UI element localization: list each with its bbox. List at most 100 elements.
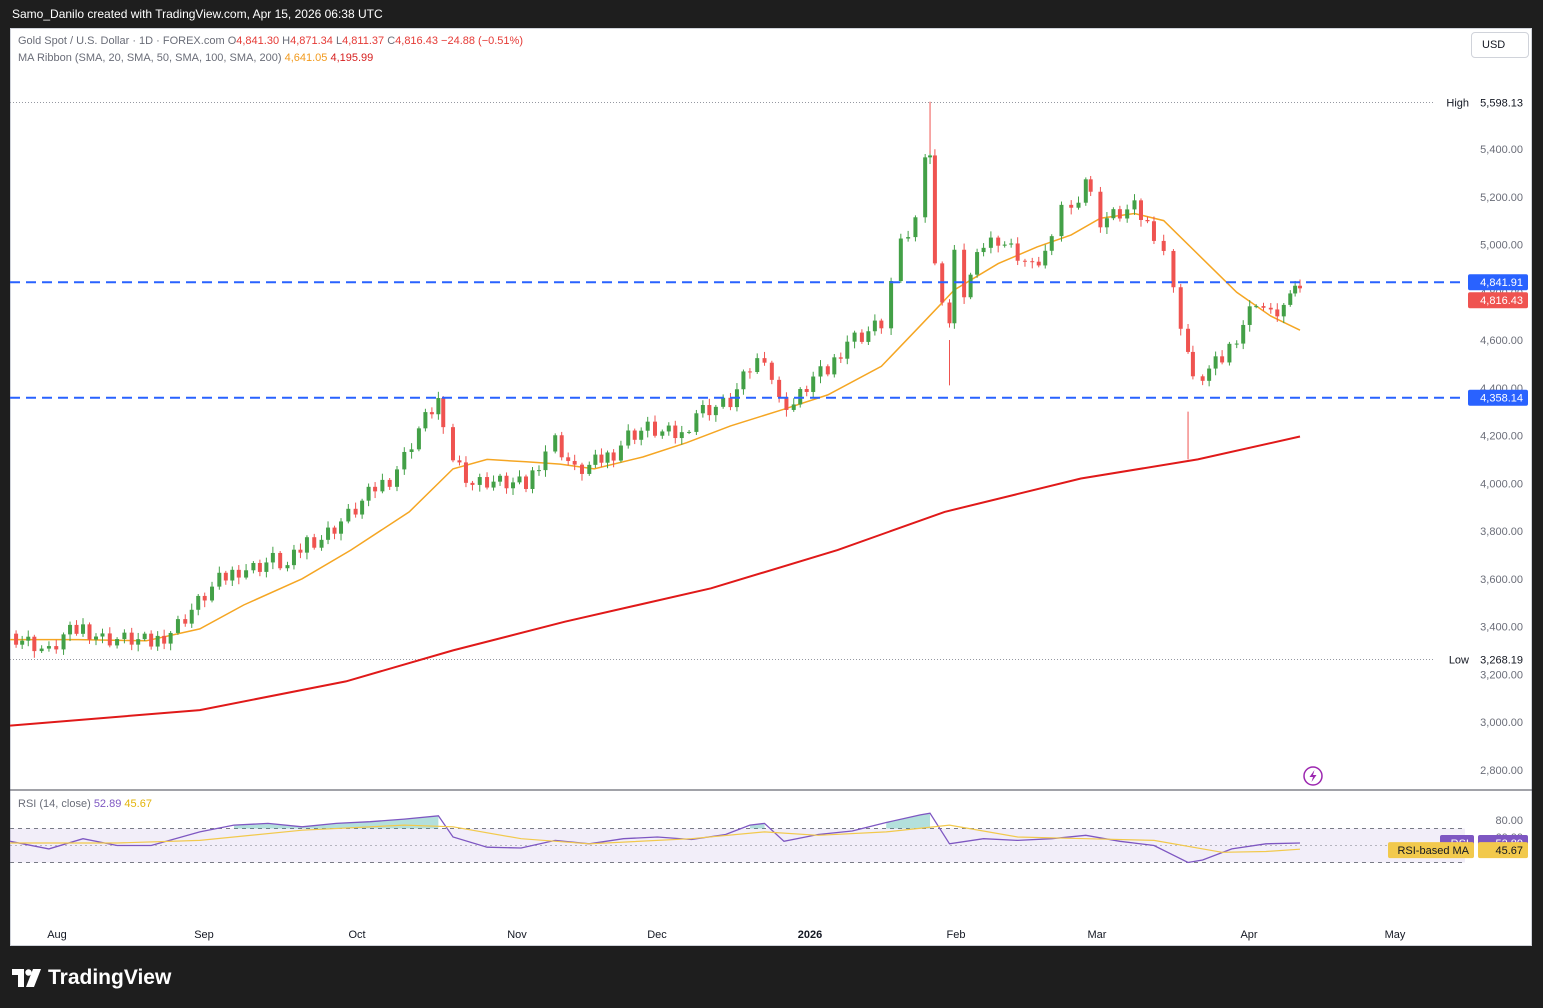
candle-body bbox=[107, 633, 112, 646]
chart-canvas[interactable]: 5,400.005,200.005,000.004,800.004,600.00… bbox=[10, 28, 1532, 946]
candle bbox=[115, 637, 120, 649]
candle-body bbox=[975, 252, 980, 275]
tradingview-logo-icon bbox=[12, 969, 41, 987]
candle-body bbox=[784, 397, 789, 410]
candle bbox=[728, 393, 733, 411]
time-tick: Nov bbox=[507, 929, 527, 941]
rsi-label: RSI (14, close) bbox=[18, 798, 91, 810]
candle bbox=[1247, 300, 1252, 332]
candle bbox=[485, 472, 490, 490]
candle bbox=[142, 631, 147, 642]
candle bbox=[1281, 302, 1286, 324]
candle-body bbox=[543, 451, 548, 471]
candle-body bbox=[741, 371, 746, 390]
candle bbox=[962, 243, 967, 304]
candle-body bbox=[566, 457, 571, 461]
candle-body bbox=[1213, 356, 1218, 369]
candle-body bbox=[409, 449, 414, 452]
candle bbox=[463, 456, 468, 488]
candle-body bbox=[122, 632, 127, 640]
candle-body bbox=[618, 445, 623, 461]
open-label: O bbox=[227, 35, 237, 47]
candle-body bbox=[291, 549, 296, 566]
candle bbox=[626, 424, 631, 449]
candle bbox=[504, 472, 509, 494]
candle bbox=[100, 628, 105, 644]
candle-body bbox=[1200, 376, 1205, 381]
candle bbox=[236, 565, 241, 585]
candle-body bbox=[605, 452, 610, 463]
candle bbox=[360, 498, 365, 519]
price-tick: 3,000.00 bbox=[1480, 717, 1523, 729]
ma-legend[interactable]: MA Ribbon (SMA, 20, SMA, 50, SMA, 100, S… bbox=[18, 52, 373, 64]
candle-body bbox=[175, 619, 180, 633]
candle bbox=[524, 474, 528, 493]
candle-body bbox=[68, 624, 73, 635]
candle bbox=[981, 243, 986, 257]
rsi-ma-value-tag: 45.67 bbox=[1478, 842, 1528, 859]
high-label: H bbox=[282, 35, 291, 47]
time-tick: Apr bbox=[1240, 929, 1257, 941]
candle bbox=[1151, 216, 1156, 245]
candle bbox=[866, 326, 871, 346]
candle-body bbox=[1227, 343, 1232, 363]
candle bbox=[457, 455, 462, 466]
candle bbox=[832, 354, 837, 378]
candle-body bbox=[666, 425, 671, 432]
candle bbox=[217, 566, 222, 590]
candle bbox=[559, 431, 564, 461]
candle-body bbox=[553, 435, 558, 452]
rsi-ma-line bbox=[10, 824, 1301, 853]
candle bbox=[491, 475, 496, 491]
candle bbox=[1117, 205, 1122, 222]
candle-body bbox=[136, 639, 141, 645]
candle bbox=[1111, 207, 1116, 221]
close-label: C bbox=[387, 35, 396, 47]
candle-body bbox=[755, 358, 760, 372]
candle-body bbox=[593, 454, 598, 465]
candle bbox=[1138, 198, 1143, 227]
candle-body bbox=[1030, 261, 1035, 263]
attribution-bar: Samo_Danilo created with TradingView.com… bbox=[0, 0, 1543, 28]
time-tick: 2026 bbox=[798, 929, 822, 941]
candle bbox=[366, 483, 371, 507]
candle-body bbox=[450, 427, 455, 461]
candle bbox=[618, 440, 623, 463]
symbol-name: Gold Spot / U.S. Dollar · 1D · FOREX.com bbox=[18, 35, 225, 47]
candle-body bbox=[129, 632, 134, 645]
candle-body bbox=[416, 428, 421, 450]
candle-body bbox=[511, 482, 516, 489]
candle-body bbox=[928, 155, 933, 158]
alert-icon[interactable] bbox=[1303, 766, 1323, 786]
candle-body bbox=[952, 249, 957, 324]
candle bbox=[223, 570, 228, 585]
candle-body bbox=[395, 469, 399, 487]
candle-body bbox=[1234, 343, 1239, 345]
candle bbox=[906, 230, 911, 242]
rsi-overbought-fill bbox=[233, 815, 439, 829]
candle-body bbox=[872, 320, 877, 332]
currency-button[interactable]: USD bbox=[1471, 32, 1529, 58]
candle-body bbox=[769, 362, 774, 380]
tradingview-logo[interactable]: TradingView bbox=[12, 966, 171, 990]
candle bbox=[784, 392, 789, 417]
candle-body bbox=[845, 341, 850, 359]
high-label-tag-bg bbox=[1434, 94, 1474, 111]
candle bbox=[975, 248, 980, 278]
rsi-legend[interactable]: RSI (14, close) 52.89 45.67 bbox=[18, 798, 152, 810]
candle bbox=[353, 502, 358, 518]
candle bbox=[579, 462, 584, 481]
symbol-legend[interactable]: Gold Spot / U.S. Dollar · 1D · FOREX.com… bbox=[18, 35, 523, 47]
candle-body bbox=[326, 527, 331, 540]
candle-body bbox=[54, 646, 59, 650]
candle-body bbox=[1083, 179, 1088, 203]
candle bbox=[593, 449, 598, 468]
candle-body bbox=[1076, 202, 1081, 208]
lower-level-tag: 4,358.14 bbox=[1468, 389, 1528, 406]
candle-body bbox=[906, 237, 911, 239]
candle-body bbox=[366, 486, 371, 501]
candle-body bbox=[530, 470, 535, 489]
candle-body bbox=[579, 464, 584, 474]
candle bbox=[387, 477, 392, 490]
candle bbox=[477, 473, 482, 492]
